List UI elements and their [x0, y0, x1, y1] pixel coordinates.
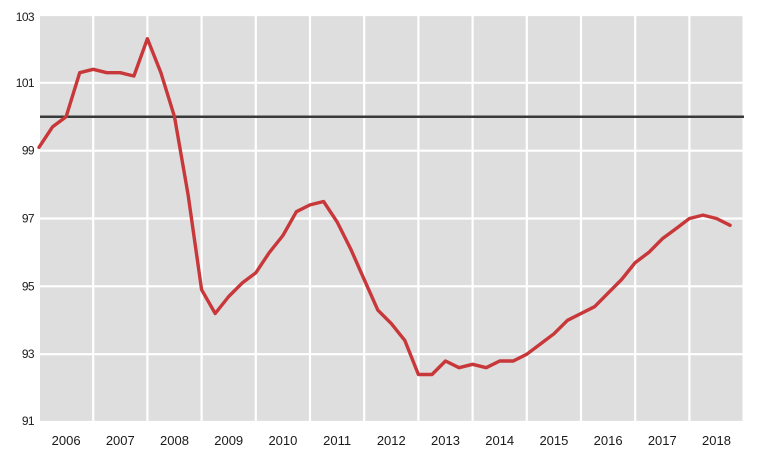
- x-tick-label: 2008: [160, 433, 189, 448]
- y-tick-label: 99: [22, 144, 35, 158]
- x-tick-label: 2016: [594, 433, 623, 448]
- x-tick-label: 2013: [431, 433, 460, 448]
- y-tick-label: 93: [22, 347, 35, 361]
- x-tick-label: 2018: [702, 433, 731, 448]
- y-tick-label: 97: [22, 212, 35, 226]
- x-tick-label: 2012: [377, 433, 406, 448]
- x-tick-label: 2010: [268, 433, 297, 448]
- y-tick-label: 101: [16, 76, 35, 90]
- y-tick-label: 95: [22, 279, 35, 293]
- y-axis-tick-labels: 91 93 95 97 99 101 103: [16, 10, 36, 428]
- x-tick-label: 2006: [52, 433, 81, 448]
- x-tick-label: 2014: [485, 433, 514, 448]
- x-tick-label: 2009: [214, 433, 243, 448]
- y-tick-label: 103: [16, 10, 35, 24]
- x-axis-tick-labels: 2006 2007 2008 2009 2010 2011 2012 2013 2014 2015…: [52, 433, 731, 448]
- series-line: [37, 37, 732, 377]
- x-tick-label: 2017: [648, 433, 677, 448]
- series-group: [37, 37, 732, 377]
- x-tick-label: 2011: [323, 433, 351, 448]
- x-tick-label: 2015: [539, 433, 568, 448]
- gridlines: [40, 13, 745, 424]
- x-tick-label: 2007: [106, 433, 135, 448]
- y-tick-label: 91: [22, 414, 35, 428]
